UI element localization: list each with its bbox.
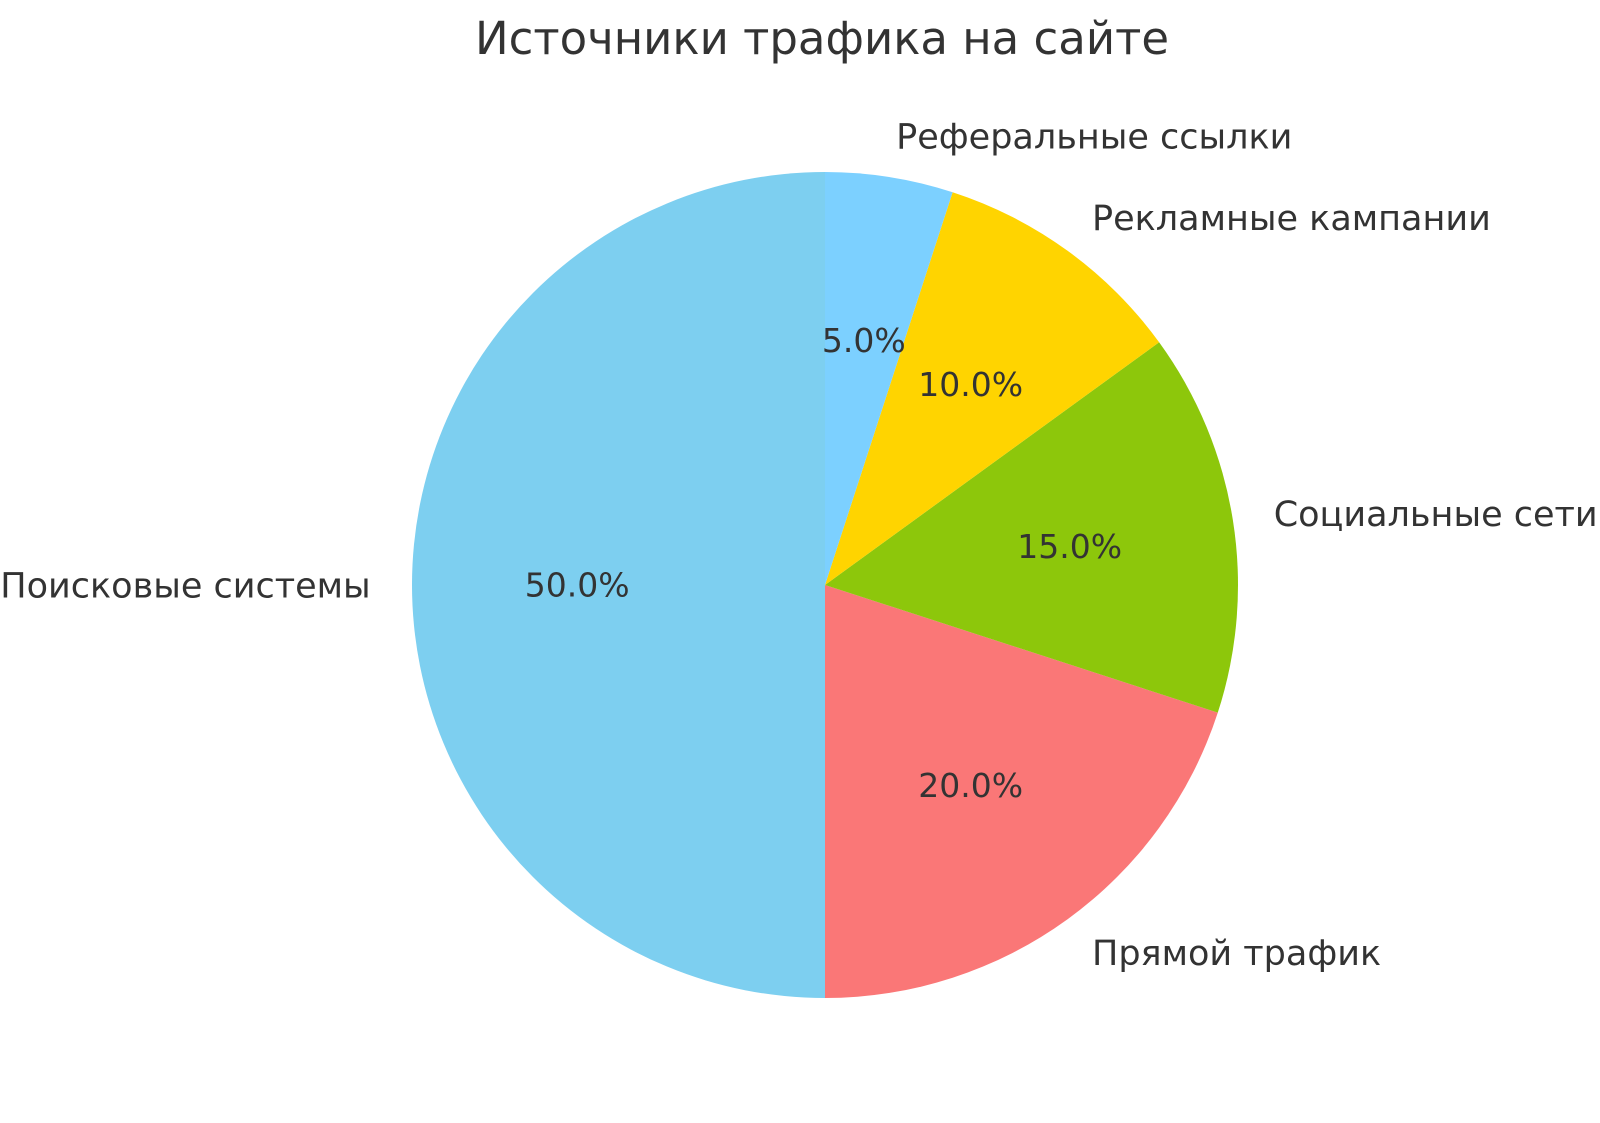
pie-slice-2 [825, 585, 1218, 998]
slice-label: Прямой трафик [1092, 934, 1381, 974]
pie-slice-3 [825, 342, 1239, 713]
slice-pct-label: 5.0% [822, 321, 906, 360]
pie-slice-1 [412, 172, 825, 998]
pie-slice-4 [825, 192, 1160, 585]
pie-slice-5 [825, 172, 953, 585]
slice-label: Рекламные кампании [1092, 199, 1491, 239]
slice-pct-label: 50.0% [525, 566, 630, 605]
chart-title: Источники трафика на сайте [474, 12, 1170, 65]
slice-label: Реферальные ссылки [896, 118, 1292, 158]
slice-label: Поисковые системы [0, 566, 370, 606]
slice-pct-label: 15.0% [1017, 527, 1122, 566]
slice-pct-label: 20.0% [918, 766, 1023, 805]
slice-label: Социальные сети [1274, 495, 1598, 535]
slice-pct-label: 10.0% [918, 365, 1023, 404]
